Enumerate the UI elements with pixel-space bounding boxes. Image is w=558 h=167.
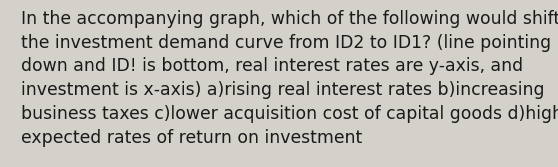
Text: In the accompanying graph, which of the following would shift
the investment dem: In the accompanying graph, which of the … xyxy=(21,10,558,147)
